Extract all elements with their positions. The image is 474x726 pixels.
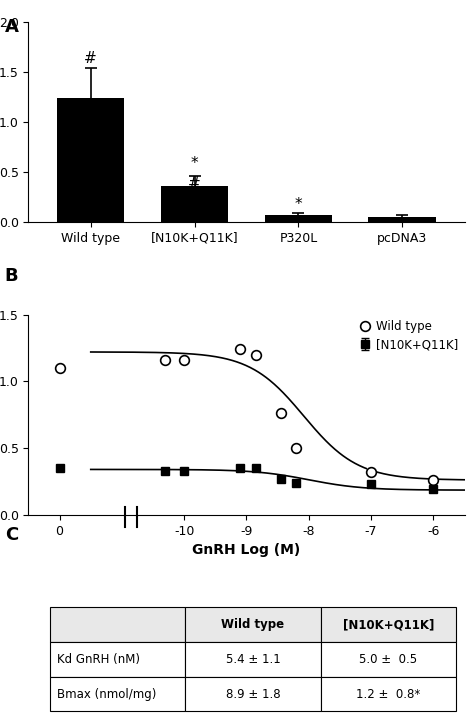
Text: *: * bbox=[294, 197, 302, 212]
Bar bbox=[368, 216, 436, 222]
Legend: Wild type, [N10K+Q11K]: Wild type, [N10K+Q11K] bbox=[357, 320, 459, 351]
Bar bbox=[161, 186, 228, 222]
Text: #: # bbox=[84, 51, 97, 66]
Text: #: # bbox=[188, 176, 201, 191]
Bar bbox=[264, 215, 332, 222]
X-axis label: GnRH Log (M): GnRH Log (M) bbox=[192, 543, 301, 557]
Bar bbox=[57, 98, 125, 222]
Text: A: A bbox=[5, 18, 18, 36]
Text: C: C bbox=[5, 526, 18, 544]
Text: *: * bbox=[191, 156, 199, 171]
Text: B: B bbox=[5, 267, 18, 285]
